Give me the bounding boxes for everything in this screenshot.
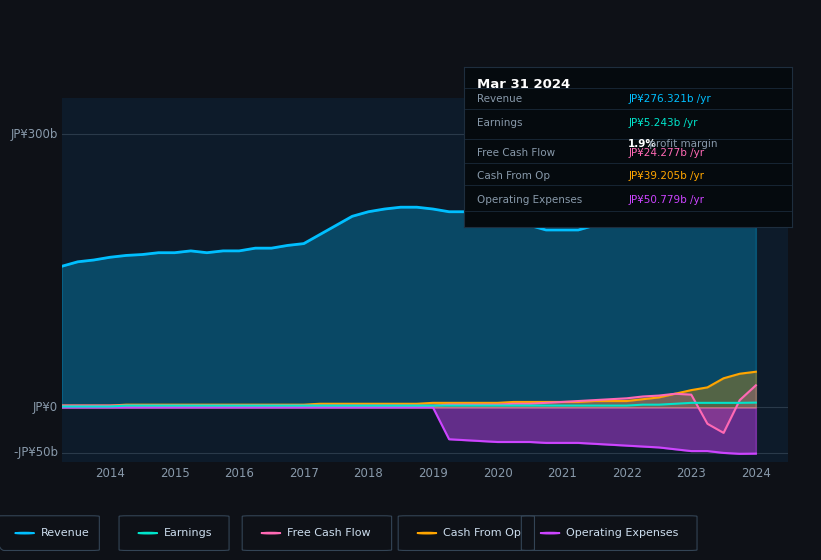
Text: Earnings: Earnings <box>164 528 213 538</box>
Text: Cash From Op: Cash From Op <box>443 528 521 538</box>
Circle shape <box>138 533 158 534</box>
Text: -JP¥50b: -JP¥50b <box>13 446 58 459</box>
Text: JP¥50.779b /yr: JP¥50.779b /yr <box>628 195 704 204</box>
Text: Operating Expenses: Operating Expenses <box>477 195 582 204</box>
Text: JP¥0: JP¥0 <box>33 401 58 414</box>
Text: Cash From Op: Cash From Op <box>477 171 550 181</box>
Text: Mar 31 2024: Mar 31 2024 <box>477 78 571 91</box>
Circle shape <box>261 533 281 534</box>
Text: Revenue: Revenue <box>477 94 522 104</box>
Text: Revenue: Revenue <box>41 528 89 538</box>
Text: JP¥5.243b /yr: JP¥5.243b /yr <box>628 118 698 128</box>
Circle shape <box>417 533 437 534</box>
Text: Free Cash Flow: Free Cash Flow <box>287 528 371 538</box>
Circle shape <box>15 533 34 534</box>
Text: JP¥24.277b /yr: JP¥24.277b /yr <box>628 148 704 158</box>
Text: JP¥39.205b /yr: JP¥39.205b /yr <box>628 171 704 181</box>
Text: Operating Expenses: Operating Expenses <box>566 528 679 538</box>
Text: JP¥300b: JP¥300b <box>11 128 58 141</box>
Text: JP¥276.321b /yr: JP¥276.321b /yr <box>628 94 711 104</box>
Text: profit margin: profit margin <box>646 139 718 149</box>
Text: Earnings: Earnings <box>477 118 522 128</box>
Text: Free Cash Flow: Free Cash Flow <box>477 148 555 158</box>
Circle shape <box>540 533 560 534</box>
Text: 1.9%: 1.9% <box>628 139 657 149</box>
